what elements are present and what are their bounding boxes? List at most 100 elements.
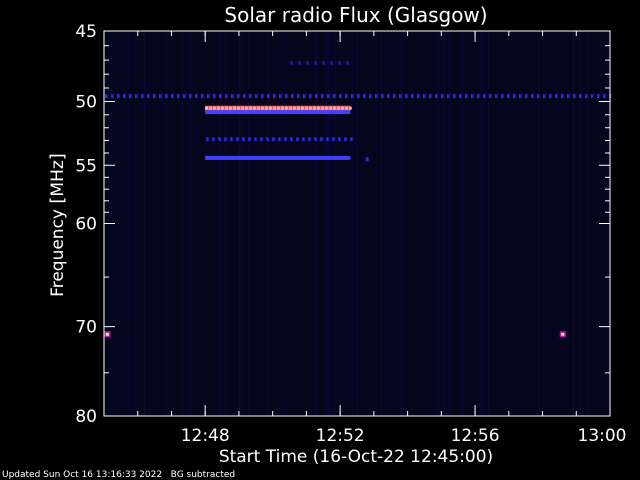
emission-dot [314,137,317,142]
noise-streak [557,31,559,416]
emission-dot [573,94,576,99]
emission-dot [265,106,268,110]
emission-dot [339,94,342,99]
emission-dot [153,94,156,99]
emission-dot [205,106,208,110]
x-tick-label: 12:48 [181,426,230,446]
emission-dot [303,94,306,99]
emission-dot [159,94,162,99]
emission-spots [104,157,566,338]
emission-dot [567,94,570,99]
emission-dot [261,94,264,99]
emission-band-dotted [290,60,349,65]
emission-dot [249,106,252,110]
emission-dot [351,94,354,99]
noise-streak [247,31,249,416]
emission-dot [349,106,352,110]
emission-dot [279,94,282,99]
noise-streak [189,31,191,416]
emission-dot [344,137,347,142]
noise-streak [444,31,445,416]
emission-dot [230,137,233,142]
emission-dot [471,94,474,99]
emission-dot [123,94,126,99]
noise-streak [451,31,453,416]
emission-dot [266,137,269,142]
emission-dot [325,106,328,110]
emission-dot [429,94,432,99]
noise-streak [482,31,484,416]
emission-dot [236,137,239,142]
emission-dot [543,94,546,99]
footer-status: Updated Sun Oct 16 13:16:33 2022 BG subt… [2,470,235,480]
y-tick-label: 45 [75,22,97,42]
noise-streak [237,31,239,416]
emission-dot [489,94,492,99]
emission-dot [525,94,528,99]
emission-dot [531,94,534,99]
emission-dot [298,60,301,65]
noise-streak [384,31,386,416]
emission-dot [117,94,120,99]
emission-dot [513,94,516,99]
noise-streak [128,31,130,416]
emission-dot [405,94,408,99]
emission-dot [301,106,304,110]
emission-dot [189,94,192,99]
emission-dot [321,106,324,110]
y-axis-bracket-open: [ [47,197,68,204]
emission-dot [213,106,216,110]
noise-streak [116,31,118,416]
x-tick-label: 12:52 [316,426,365,446]
emission-dot [346,60,349,65]
emission-dot [441,94,444,99]
noise-streak [334,31,336,416]
emission-dot [245,106,248,110]
noise-streak [488,31,489,416]
emission-dot [317,106,320,110]
emission-dot [332,137,335,142]
noise-streak [402,31,404,416]
emission-dot [393,94,396,99]
noise-streak [240,31,242,416]
noise-streak [444,31,445,416]
emission-dot [501,94,504,99]
emission-dot [105,94,108,99]
emission-band-dotted [206,137,353,142]
emission-dot [297,94,300,99]
emission-dot [597,94,600,99]
emission-dot [129,94,132,99]
emission-dot [549,94,552,99]
emission-dot [255,94,258,99]
noise-streak [401,31,403,416]
emission-dot [291,94,294,99]
footer-note: BG subtracted [170,470,236,480]
y-axis-bracket-close: ] [47,153,68,160]
y-axis-label-text: Frequency [48,204,68,297]
emission-dot [296,137,299,142]
emission-dot [313,106,316,110]
emission-band-dots [205,106,352,110]
emission-dot [237,106,240,110]
footer-updated: Updated Sun Oct 16 13:16:33 2022 [2,470,163,480]
emission-dot [284,137,287,142]
emission-dot [248,137,251,142]
emission-dot [519,94,522,99]
noise-streak [480,31,481,416]
x-axis: 12:48 12:52 12:56 13:00 [103,31,627,446]
emission-dot [369,94,372,99]
emission-dot [241,106,244,110]
emission-dot [177,94,180,99]
emission-dot [465,94,468,99]
emission-dot [308,137,311,142]
y-tick-label: 60 [75,215,97,235]
emission-dot [453,94,456,99]
noise-streak [380,31,382,416]
emission-dot [272,137,275,142]
emission-dot [337,106,340,110]
emission-dot [350,137,353,142]
noise-streak [239,31,240,416]
emission-dot [447,94,450,99]
emission-dot [273,94,276,99]
emission-dot [225,94,228,99]
